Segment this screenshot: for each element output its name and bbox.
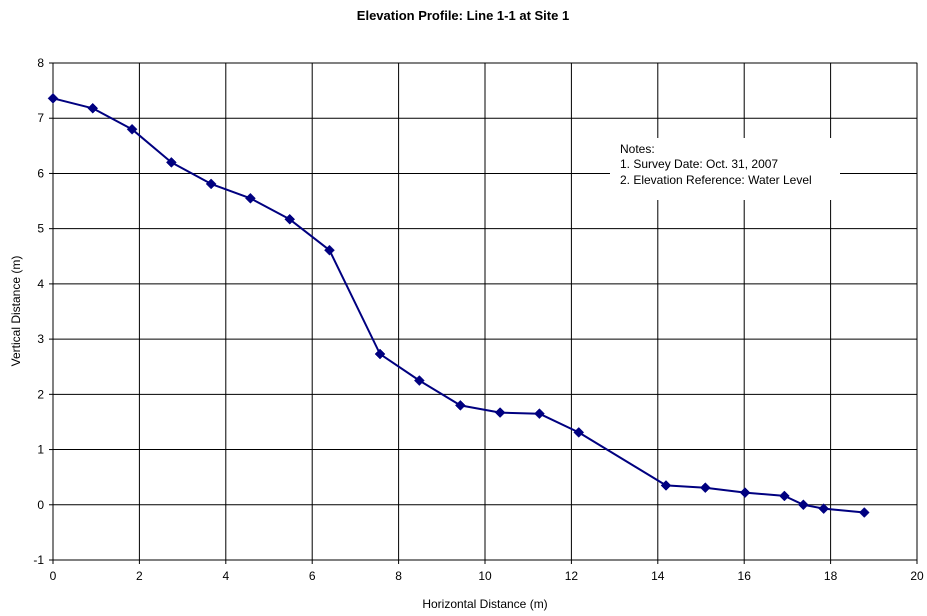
data-point-marker <box>455 400 466 411</box>
data-point-marker <box>660 480 672 491</box>
data-point-marker <box>573 427 585 438</box>
data-point-marker <box>245 192 256 204</box>
data-point-marker <box>47 92 59 104</box>
data-point-marker <box>374 348 386 360</box>
chart-title: Elevation Profile: Line 1-1 at Site 1 <box>357 8 569 23</box>
data-point-marker <box>534 408 545 420</box>
x-axis-label: Horizontal Distance (m) <box>422 597 547 611</box>
x-tick-label: 4 <box>222 569 229 583</box>
gridlines <box>49 62 918 564</box>
y-tick-label: 0 <box>37 498 44 512</box>
data-point-marker <box>413 375 425 386</box>
data-point-marker <box>324 244 335 256</box>
x-tick-label: 0 <box>50 569 57 583</box>
y-axis-label: Vertical Distance (m) <box>9 256 23 367</box>
notes-heading: Notes: <box>620 142 655 156</box>
y-axis-tick-labels: -1 0 1 2 3 4 5 6 7 8 <box>33 56 44 567</box>
data-point-marker <box>126 123 138 135</box>
x-tick-label: 16 <box>738 569 752 583</box>
data-point-marker <box>699 482 711 494</box>
data-point-marker <box>284 213 296 225</box>
x-tick-label: 8 <box>395 569 402 583</box>
notes-elevation-reference: 2. Elevation Reference: Water Level <box>620 173 812 187</box>
y-tick-label: 2 <box>37 387 44 401</box>
x-tick-label: 12 <box>565 569 579 583</box>
y-tick-label: 7 <box>37 111 44 125</box>
x-axis-tick-labels: 0 2 4 6 8 10 12 14 16 18 20 <box>50 569 924 583</box>
notes-survey-date: 1. Survey Date: Oct. 31, 2007 <box>620 157 778 171</box>
y-tick-label: 6 <box>37 166 44 180</box>
x-tick-label: 18 <box>824 569 838 583</box>
y-tick-label: 3 <box>37 332 44 346</box>
x-tick-label: 14 <box>651 569 665 583</box>
notes-background <box>610 138 840 200</box>
x-tick-label: 10 <box>478 569 492 583</box>
data-point-marker <box>779 490 790 502</box>
data-point-marker <box>205 178 217 190</box>
x-tick-label: 20 <box>910 569 924 583</box>
y-tick-label: 4 <box>37 277 44 291</box>
data-point-marker <box>798 499 809 511</box>
elevation-series <box>47 92 870 518</box>
data-point-marker <box>818 503 830 514</box>
y-tick-label: 1 <box>37 443 44 457</box>
data-point-marker <box>739 487 751 498</box>
y-tick-label: 8 <box>37 56 44 70</box>
notes-box: Notes: 1. Survey Date: Oct. 31, 2007 2. … <box>610 138 840 200</box>
y-tick-label: -1 <box>33 553 44 567</box>
y-tick-label: 5 <box>37 222 44 236</box>
data-point-marker <box>858 507 870 518</box>
data-point-marker <box>166 157 177 168</box>
data-point-marker <box>494 407 506 418</box>
x-tick-label: 2 <box>136 569 143 583</box>
x-tick-label: 6 <box>309 569 316 583</box>
data-point-marker <box>87 102 99 114</box>
